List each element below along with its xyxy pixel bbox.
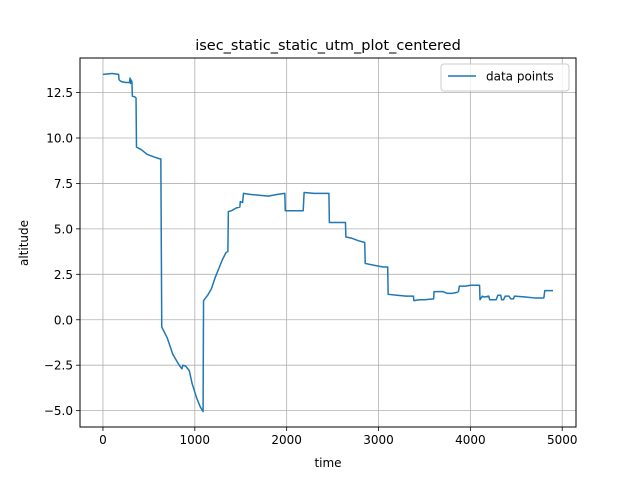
x-tick-label: 2000 (271, 433, 302, 447)
x-tick-label: 5000 (547, 433, 578, 447)
series-line-0 (102, 72, 554, 413)
x-tick-label: 0 (99, 433, 107, 447)
x-axis-label: time (314, 456, 341, 470)
legend-label: data points (486, 70, 554, 84)
grid (80, 58, 576, 427)
x-axis: 0 1000 2000 3000 4000 5000 (99, 427, 577, 447)
y-tick-label: 5.0 (54, 222, 73, 236)
x-tick-label: 4000 (455, 433, 486, 447)
x-tick-label: 3000 (363, 433, 394, 447)
y-axis: −5.0 −2.5 0.0 2.5 5.0 7.5 10.0 12.5 (44, 86, 80, 418)
chart-title: isec_static_static_utm_plot_centered (195, 38, 461, 54)
y-tick-label: 12.5 (46, 86, 73, 100)
y-tick-label: −5.0 (44, 404, 73, 418)
y-axis-label: altitude (17, 220, 31, 266)
y-tick-label: −2.5 (44, 359, 73, 373)
y-tick-label: 0.0 (54, 313, 73, 327)
legend-box (440, 63, 570, 92)
series-layer (102, 72, 554, 413)
x-tick-label: 1000 (180, 433, 211, 447)
y-tick-label: 2.5 (54, 268, 73, 282)
y-tick-label: 10.0 (46, 131, 73, 145)
y-tick-label: 7.5 (54, 177, 73, 191)
legend: data points (440, 63, 570, 92)
plot-frame (79, 57, 577, 428)
